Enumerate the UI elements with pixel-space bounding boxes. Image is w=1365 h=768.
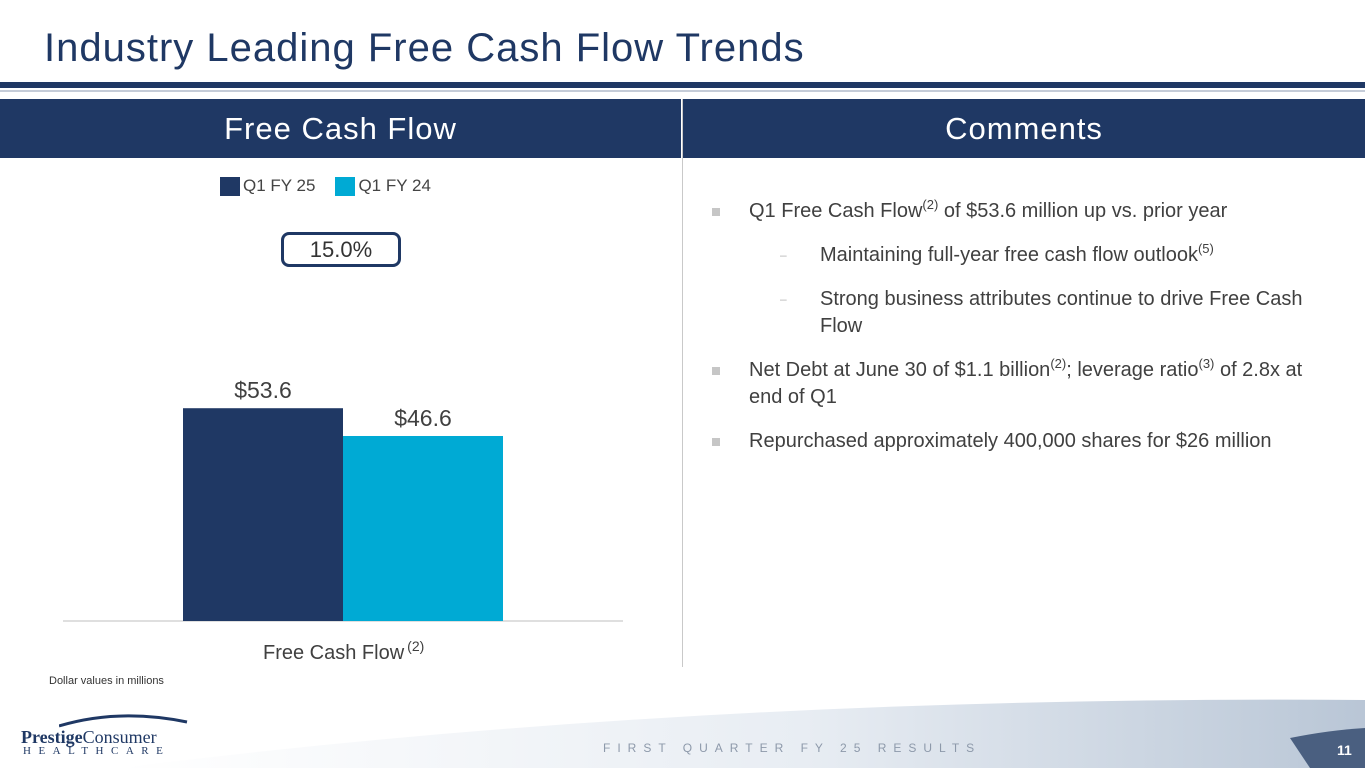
comment-item: Repurchased approximately 400,000 shares… (710, 428, 1320, 455)
legend-label-q1-fy24: Q1 FY 24 (358, 176, 431, 195)
x-category-label: Free Cash Flow (2) (263, 638, 424, 665)
bar-q1-fy-24 (343, 435, 503, 621)
bar-q1-fy-25 (183, 408, 343, 621)
comment-item: Strong business attributes continue to d… (710, 286, 1320, 340)
comment-text: ; leverage ratio (1066, 359, 1199, 381)
footer-swoosh (120, 699, 1365, 768)
comment-footnote: (5) (1197, 241, 1214, 256)
logo-subtitle: HEALTHCARE (23, 745, 171, 757)
growth-badge-label: 15.0% (309, 236, 373, 262)
comment-item: Q1 Free Cash Flow(2) of $53.6 million up… (710, 198, 1320, 225)
free-cash-flow-chart: $53.6 $46.6 (63, 377, 623, 622)
comment-text: of $53.6 million up vs. prior year (938, 200, 1228, 222)
logo-wordmark: PrestigeConsumer (21, 727, 157, 748)
panel-divider (682, 99, 683, 667)
comment-text: of 2.8x at end of Q1 (749, 359, 1303, 408)
x-category-text: Free Cash Flow (263, 642, 405, 664)
free-cash-flow-header: Free Cash Flow (0, 99, 681, 158)
legend-swatch-q1-fy24 (335, 176, 356, 196)
comment-item: Net Debt at June 30 of $1.1 billion(2); … (710, 357, 1320, 411)
comment-text: Q1 Free Cash Flow (749, 200, 923, 222)
chart-legend: Q1 FY 25 Q1 FY 24 (220, 176, 451, 196)
units-footnote: Dollar values in millions (49, 675, 164, 687)
x-category-footnote: (2) (407, 638, 425, 654)
page-title: Industry Leading Free Cash Flow Trends (44, 26, 805, 70)
comments-header-label: Comments (945, 110, 1103, 146)
legend-label-q1-fy25: Q1 FY 25 (243, 176, 316, 195)
title-rule (0, 82, 1365, 88)
comment-footnote: (2) (922, 197, 939, 212)
legend-item-q1-fy25: Q1 FY 25 (220, 176, 315, 196)
footer-caption: FIRST QUARTER FY 25 RESULTS (603, 741, 982, 755)
comment-footnote: (3) (1198, 356, 1215, 371)
logo-name-bold: Prestige (21, 727, 83, 747)
comments-header: Comments (683, 99, 1365, 158)
logo-name-regular: Consumer (82, 727, 157, 747)
title-rule-thin (0, 90, 1365, 92)
comments-list: Q1 Free Cash Flow(2) of $53.6 million up… (710, 198, 1320, 472)
growth-badge: 15.0% (281, 232, 401, 267)
comment-text: Net Debt at June 30 of $1.1 billion (749, 359, 1051, 381)
comment-text: Repurchased approximately 400,000 shares… (749, 430, 1272, 452)
comment-text: Maintaining full-year free cash flow out… (820, 244, 1198, 266)
data-label-q1-fy-25: $53.6 (234, 377, 292, 403)
legend-item-q1-fy24: Q1 FY 24 (335, 176, 431, 196)
free-cash-flow-header-label: Free Cash Flow (224, 110, 457, 146)
company-logo: PrestigeConsumer HEALTHCARE (21, 712, 188, 762)
comment-item: Maintaining full-year free cash flow out… (710, 242, 1320, 269)
comment-text: Strong business attributes continue to d… (820, 288, 1303, 337)
comment-footnote: (2) (1050, 356, 1067, 371)
logo-arc-icon (59, 714, 188, 728)
data-label-q1-fy-24: $46.6 (394, 405, 452, 431)
page-number: 11 (1337, 742, 1352, 758)
legend-swatch-q1-fy25 (220, 176, 240, 196)
